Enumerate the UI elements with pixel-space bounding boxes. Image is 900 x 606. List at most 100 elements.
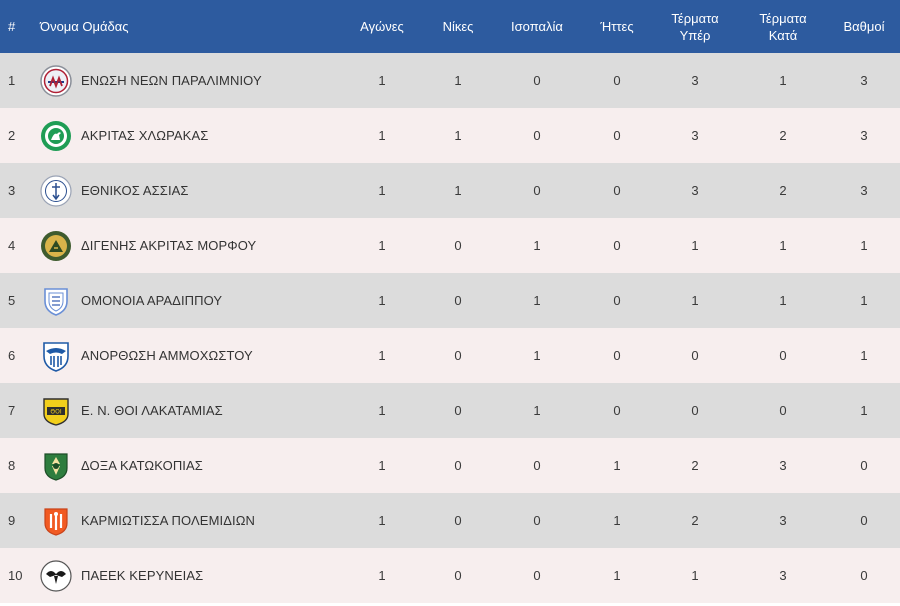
- played-cell: 1: [378, 403, 386, 418]
- draws-cell: 0: [533, 568, 541, 583]
- anorthosis-crest-icon: [40, 340, 72, 372]
- points-cell: 3: [860, 128, 868, 143]
- enp-crest-icon: [40, 64, 72, 97]
- header-played: Αγώνες: [360, 19, 404, 34]
- wins-cell: 0: [454, 293, 462, 308]
- played-cell: 1: [378, 128, 386, 143]
- goals-against-cell: 1: [779, 293, 787, 308]
- team-cell: ΕΘΝΙΚΟΣ ΑΣΣΙΑΣ: [38, 163, 340, 218]
- goals-for-cell: 0: [691, 348, 699, 363]
- played-cell: 1: [378, 568, 386, 583]
- played-cell: 1: [378, 513, 386, 528]
- team-cell: ΠΑΕΕΚ ΚΕΡΥΝΕΙΑΣ: [38, 548, 340, 603]
- played-cell: 1: [378, 348, 386, 363]
- header-goals-against-line2: Κατά: [768, 27, 798, 43]
- position-cell: 10: [8, 568, 23, 583]
- table-row: 9 ΚΑΡΜΙΩΤΙΣΣΑ ΠΟΛΕΜΙΔΙΩΝ 1 0 0 1 2 3 0: [0, 493, 900, 548]
- points-cell: 1: [860, 403, 868, 418]
- position-cell: 6: [8, 348, 16, 363]
- table-row: 10 ΠΑΕΕΚ ΚΕΡΥΝΕΙΑΣ 1 0 0 1 1 3 0: [0, 548, 900, 603]
- losses-cell: 0: [613, 403, 621, 418]
- table-row: 3 ΕΘΝΙΚΟΣ ΑΣΣΙΑΣ 1 1 0 0 3 2 3: [0, 163, 900, 218]
- wins-cell: 0: [454, 458, 462, 473]
- goals-against-cell: 3: [779, 513, 787, 528]
- position-cell: 2: [8, 128, 16, 143]
- team-name[interactable]: ΟΜΟΝΟΙΑ ΑΡΑΔΙΠΠΟΥ: [81, 293, 223, 308]
- table-row: 2 ΑΚΡΙΤΑΣ ΧΛΩΡΑΚΑΣ 1 1 0 0 3 2 3: [0, 108, 900, 163]
- table-row: 5 ΟΜΟΝΟΙΑ ΑΡΑΔΙΠΠΟΥ 1 0 1 0 1 1 1: [0, 273, 900, 328]
- header-losses: Ήττες: [600, 19, 634, 34]
- goals-for-cell: 1: [691, 568, 699, 583]
- header-position: #: [8, 19, 16, 34]
- header-goals-against-line1: Τέρματα: [759, 10, 807, 26]
- header-team-name: Όνομα Ομάδας: [40, 19, 129, 34]
- points-cell: 1: [860, 293, 868, 308]
- svg-text:ΘΟΙ: ΘΟΙ: [50, 408, 61, 415]
- position-cell: 7: [8, 403, 16, 418]
- points-cell: 3: [860, 183, 868, 198]
- omonoia-crest-icon: [40, 285, 72, 317]
- draws-cell: 1: [533, 293, 541, 308]
- losses-cell: 1: [613, 568, 621, 583]
- points-cell: 0: [860, 568, 868, 583]
- points-cell: 1: [860, 238, 868, 253]
- draws-cell: 0: [533, 513, 541, 528]
- points-cell: 1: [860, 348, 868, 363]
- goals-against-cell: 0: [779, 348, 787, 363]
- draws-cell: 0: [533, 458, 541, 473]
- doxa-crest-icon: [40, 450, 72, 482]
- position-cell: 5: [8, 293, 16, 308]
- thoi-crest-icon: ΘΟΙ: [40, 395, 72, 427]
- losses-cell: 0: [613, 293, 621, 308]
- team-name[interactable]: ΑΝΟΡΘΩΣΗ ΑΜΜΟΧΩΣΤΟΥ: [81, 348, 253, 363]
- team-name[interactable]: ΕΘΝΙΚΟΣ ΑΣΣΙΑΣ: [81, 183, 189, 198]
- position-cell: 1: [8, 73, 16, 88]
- header-wins: Νίκες: [442, 19, 474, 34]
- table-row: 1 ΕΝΩΣΗ ΝΕΩΝ ΠΑΡΑΛΙΜΝΙΟΥ 1 1 0 0 3 1 3: [0, 53, 900, 108]
- draws-cell: 0: [533, 73, 541, 88]
- draws-cell: 1: [533, 403, 541, 418]
- played-cell: 1: [378, 238, 386, 253]
- akritas-crest-icon: [40, 120, 72, 152]
- team-name[interactable]: ΠΑΕΕΚ ΚΕΡΥΝΕΙΑΣ: [81, 568, 204, 583]
- paeek-crest-icon: [40, 559, 72, 592]
- goals-against-cell: 3: [779, 458, 787, 473]
- goals-for-cell: 3: [691, 183, 699, 198]
- wins-cell: 1: [454, 183, 462, 198]
- position-cell: 3: [8, 183, 16, 198]
- losses-cell: 1: [613, 458, 621, 473]
- wins-cell: 1: [454, 73, 462, 88]
- goals-for-cell: 0: [691, 403, 699, 418]
- played-cell: 1: [378, 73, 386, 88]
- played-cell: 1: [378, 183, 386, 198]
- table-row: 8 ΔΟΞΑ ΚΑΤΩΚΟΠΙΑΣ 1 0 0 1 2 3 0: [0, 438, 900, 493]
- header-goals-for-line1: Τέρματα: [671, 10, 719, 26]
- wins-cell: 0: [454, 238, 462, 253]
- wins-cell: 0: [454, 348, 462, 363]
- team-name[interactable]: ΔΙΓΕΝΗΣ ΑΚΡΙΤΑΣ ΜΟΡΦΟΥ: [81, 238, 257, 253]
- wins-cell: 1: [454, 128, 462, 143]
- team-name[interactable]: ΕΝΩΣΗ ΝΕΩΝ ΠΑΡΑΛΙΜΝΙΟΥ: [81, 73, 262, 88]
- header-goals-for-line2: Υπέρ: [679, 27, 711, 43]
- header-row: # Όνομα Ομάδας Αγώνες Νίκες Ισοπαλία Ήττ…: [0, 0, 900, 53]
- goals-against-cell: 2: [779, 128, 787, 143]
- draws-cell: 0: [533, 183, 541, 198]
- team-cell: ΔΙΓΕΝΗΣ ΑΚΡΙΤΑΣ ΜΟΡΦΟΥ: [38, 218, 340, 273]
- team-name[interactable]: ΔΟΞΑ ΚΑΤΩΚΟΠΙΑΣ: [81, 458, 203, 473]
- header-draws: Ισοπαλία: [511, 19, 563, 34]
- table-body: 1 ΕΝΩΣΗ ΝΕΩΝ ΠΑΡΑΛΙΜΝΙΟΥ 1 1 0 0 3 1 3 2…: [0, 53, 900, 603]
- table-row: 7 ΘΟΙ Ε. Ν. ΘΟΙ ΛΑΚΑΤΑΜΙΑΣ 1 0 1 0 0 0 1: [0, 383, 900, 438]
- team-name[interactable]: ΑΚΡΙΤΑΣ ΧΛΩΡΑΚΑΣ: [81, 128, 209, 143]
- header-points: Βαθμοί: [843, 19, 885, 34]
- team-name[interactable]: ΚΑΡΜΙΩΤΙΣΣΑ ΠΟΛΕΜΙΔΙΩΝ: [81, 513, 256, 528]
- wins-cell: 0: [454, 568, 462, 583]
- goals-for-cell: 1: [691, 238, 699, 253]
- position-cell: 9: [8, 513, 16, 528]
- played-cell: 1: [378, 458, 386, 473]
- position-cell: 4: [8, 238, 16, 253]
- goals-for-cell: 1: [691, 293, 699, 308]
- header-goals-against: Τέρματα Κατά: [738, 0, 828, 53]
- table-row: 6 ΑΝΟΡΘΩΣΗ ΑΜΜΟΧΩΣΤΟΥ 1 0 1 0 0 0 1: [0, 328, 900, 383]
- team-name[interactable]: Ε. Ν. ΘΟΙ ΛΑΚΑΤΑΜΙΑΣ: [81, 403, 223, 418]
